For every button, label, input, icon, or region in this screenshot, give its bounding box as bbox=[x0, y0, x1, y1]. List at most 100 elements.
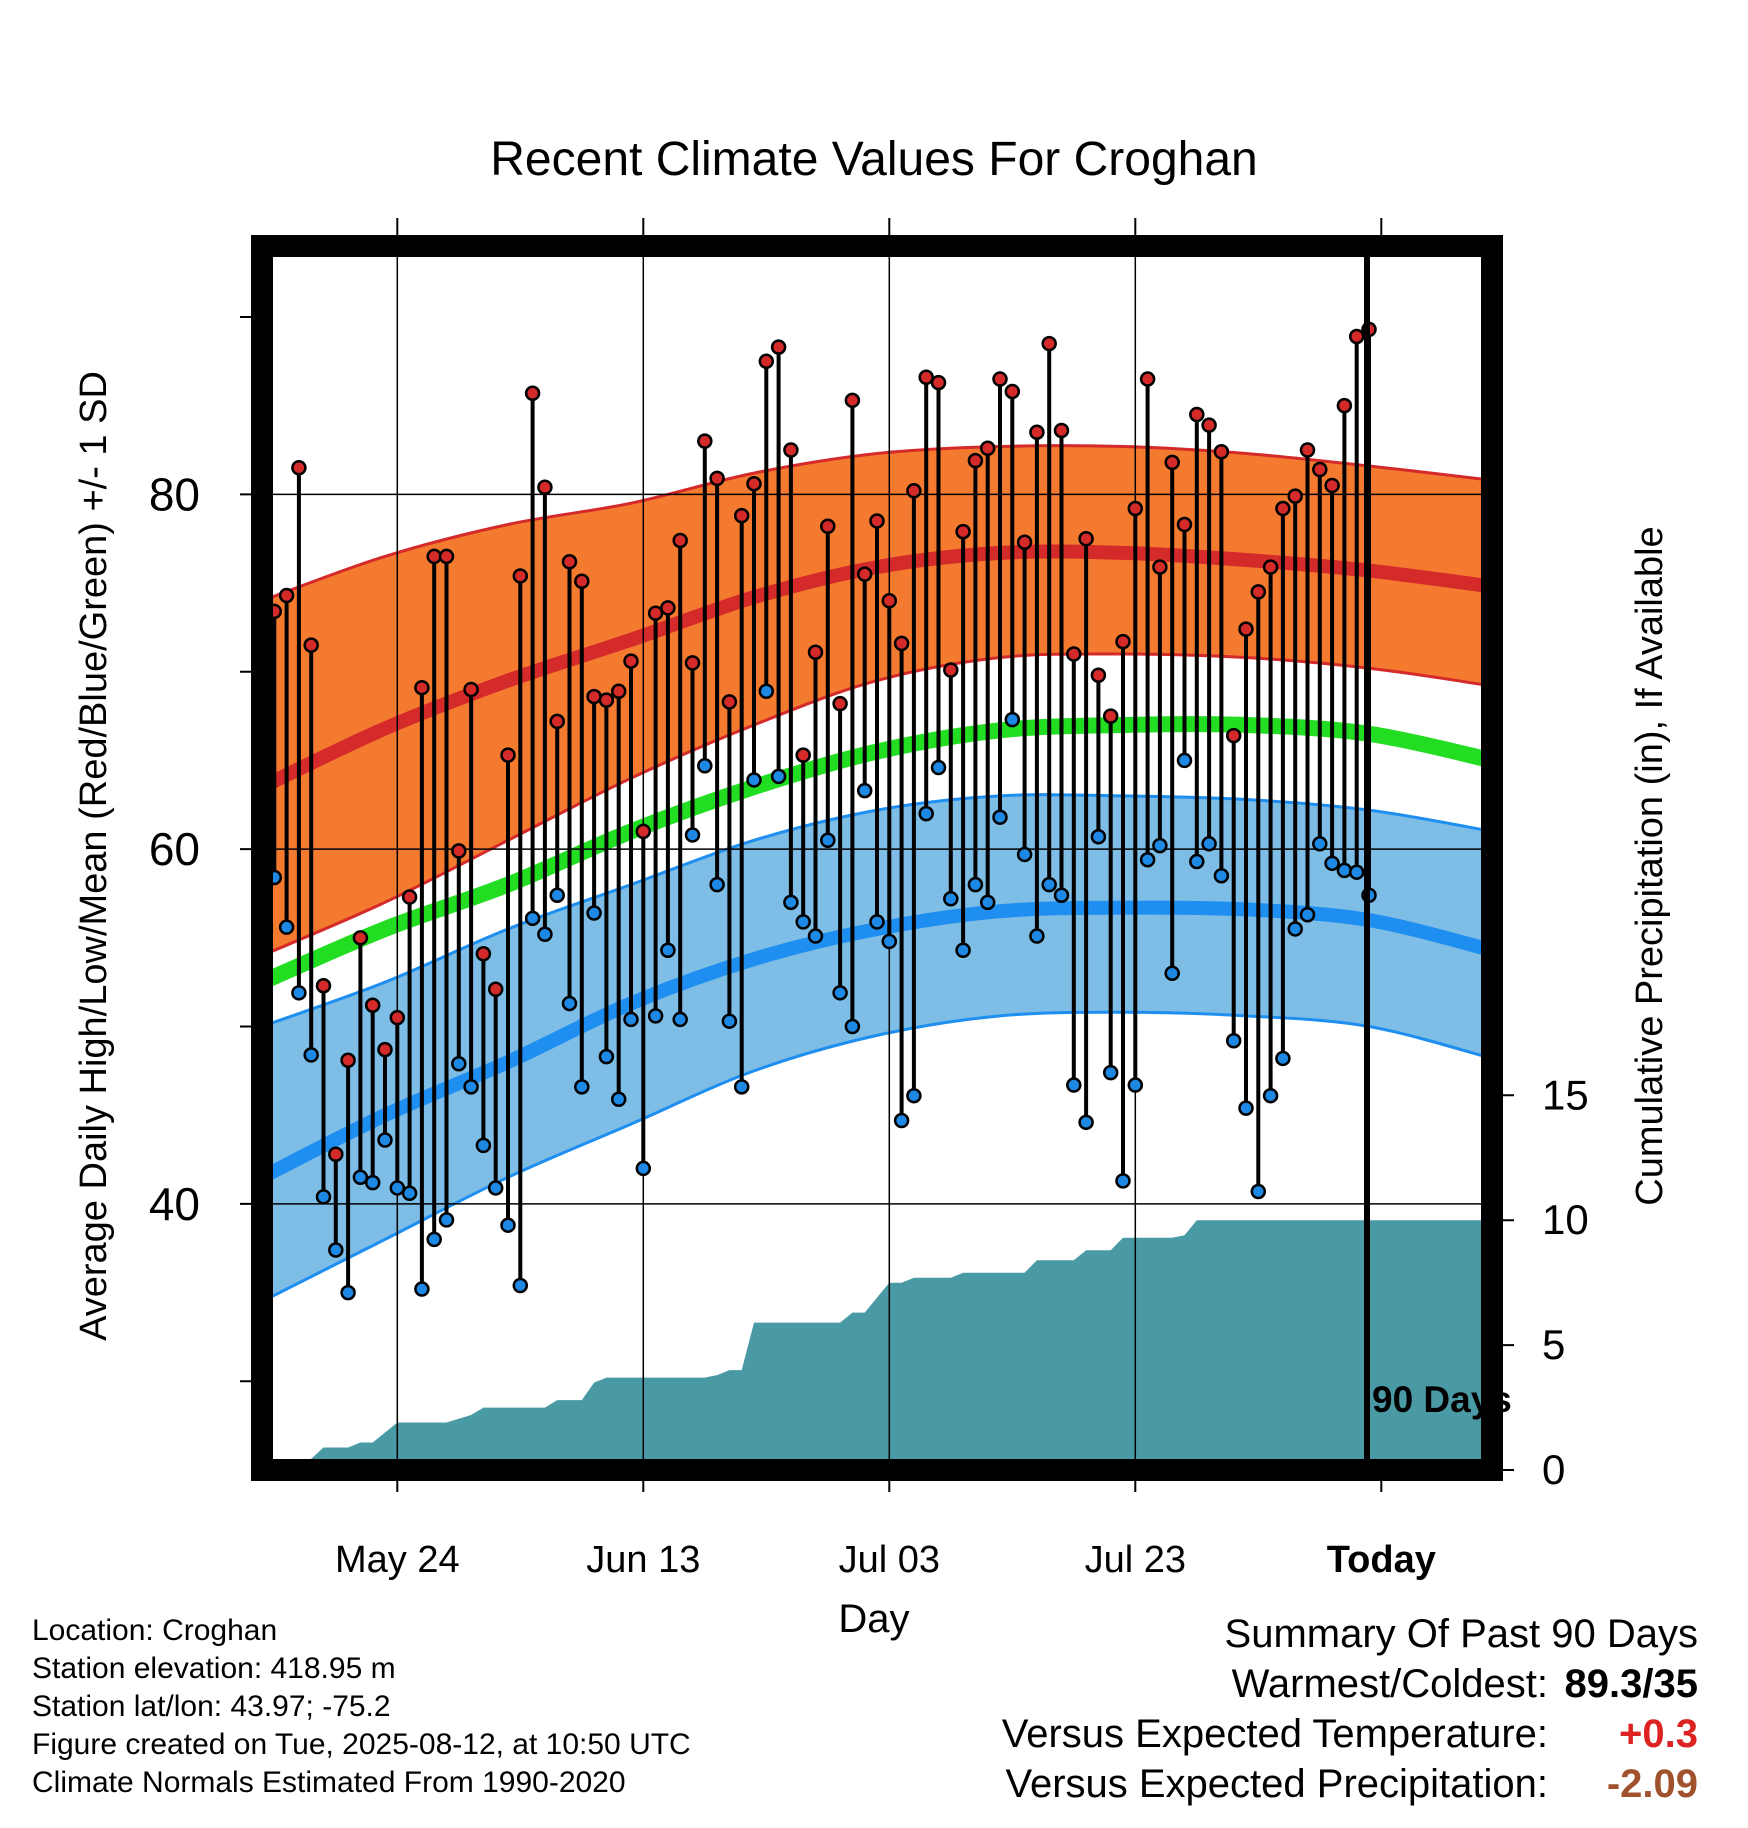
daily-low-dot bbox=[844, 1018, 861, 1035]
daily-high-dot bbox=[906, 483, 922, 499]
daily-high-dot bbox=[623, 653, 639, 669]
y-tick-label: 40 bbox=[149, 1178, 200, 1230]
daily-low-dot bbox=[1201, 836, 1217, 852]
daily-high-dot bbox=[1262, 559, 1279, 575]
daily-low-dot bbox=[574, 1079, 590, 1095]
daily-low-dot bbox=[893, 1112, 910, 1129]
daily-high-dot bbox=[1287, 488, 1303, 504]
warmest-coldest-label: Warmest/Coldest: bbox=[1231, 1662, 1548, 1706]
daily-low-dot bbox=[1250, 1183, 1267, 1200]
daily-low-dot bbox=[1225, 1032, 1242, 1049]
daily-low-dot bbox=[684, 827, 701, 843]
y-axis-ticks: 40 60 80 bbox=[149, 315, 262, 1383]
daily-low-dot bbox=[856, 782, 873, 799]
summary-title: Summary Of Past 90 Days bbox=[1224, 1612, 1698, 1656]
daily-low-dot bbox=[881, 933, 898, 950]
chart-title: Recent Climate Values For Croghan bbox=[490, 133, 1257, 186]
daily-high-dot bbox=[1053, 422, 1070, 439]
daily-high-dot bbox=[561, 554, 578, 570]
daily-high-dot bbox=[451, 843, 467, 859]
x-tick-label: Jul 03 bbox=[839, 1539, 940, 1581]
daily-high-dot bbox=[733, 507, 750, 524]
daily-low-dot bbox=[1016, 846, 1033, 863]
daily-low-dot bbox=[1324, 855, 1340, 872]
daily-low-dot bbox=[1066, 1077, 1082, 1093]
created-text: Figure created on Tue, 2025-08-12, at 10… bbox=[32, 1728, 691, 1761]
daily-low-dot bbox=[291, 985, 307, 1001]
daily-low-dot bbox=[512, 1277, 529, 1294]
daily-high-dot bbox=[549, 713, 565, 730]
daily-low-dot bbox=[1275, 1050, 1291, 1067]
daily-low-dot bbox=[807, 928, 824, 944]
daily-low-dot bbox=[979, 894, 996, 911]
daily-high-dot bbox=[1066, 646, 1082, 662]
daily-low-dot bbox=[1041, 876, 1057, 893]
daily-high-dot bbox=[918, 369, 934, 386]
daily-high-dot bbox=[303, 637, 319, 653]
daily-low-dot bbox=[955, 942, 971, 958]
daily-low-dot bbox=[1078, 1114, 1094, 1131]
daily-high-dot bbox=[660, 600, 676, 616]
daily-high-dot bbox=[574, 573, 590, 590]
daily-low-dot bbox=[487, 1180, 504, 1196]
daily-low-dot bbox=[795, 914, 811, 930]
daily-high-dot bbox=[758, 353, 775, 370]
daily-high-dot bbox=[1312, 461, 1328, 478]
daily-low-dot bbox=[746, 772, 762, 788]
daily-low-dot bbox=[278, 919, 295, 935]
daily-high-dot bbox=[721, 694, 738, 710]
daily-high-dot bbox=[955, 523, 971, 540]
daily-high-dot bbox=[1029, 424, 1045, 441]
daily-low-dot bbox=[943, 891, 959, 907]
daily-high-dot bbox=[893, 635, 910, 652]
temp-departure-label: Versus Expected Temperature: bbox=[1001, 1712, 1548, 1756]
daily-high-dot bbox=[1189, 406, 1205, 423]
daily-high-dot bbox=[1016, 534, 1033, 550]
daily-low-dot bbox=[414, 1281, 430, 1297]
daily-high-dot bbox=[1348, 328, 1365, 345]
daily-high-dot bbox=[856, 566, 873, 582]
latlon-text: Station lat/lon: 43.97; -75.2 bbox=[32, 1690, 391, 1723]
daily-high-dot bbox=[746, 475, 762, 492]
daily-low-dot bbox=[475, 1137, 492, 1154]
daily-low-dot bbox=[660, 942, 676, 958]
daily-low-dot bbox=[709, 876, 725, 893]
daily-low-dot bbox=[328, 1242, 344, 1258]
daily-low-dot bbox=[1189, 853, 1205, 870]
y-tick-label: 80 bbox=[149, 468, 200, 520]
daily-low-dot bbox=[598, 1048, 615, 1065]
daily-low-dot bbox=[1127, 1077, 1144, 1093]
daily-high-dot bbox=[537, 479, 553, 496]
daily-low-dot bbox=[1115, 1173, 1131, 1189]
daily-low-dot bbox=[1238, 1100, 1254, 1116]
daily-low-dot bbox=[303, 1047, 319, 1063]
daily-low-dot bbox=[1102, 1064, 1119, 1081]
daily-low-dot bbox=[1312, 836, 1328, 852]
precip-departure-value: -2.09 bbox=[1606, 1762, 1698, 1806]
daily-low-dot bbox=[1090, 828, 1107, 845]
daily-low-dot bbox=[967, 876, 984, 893]
daily-high-dot bbox=[881, 593, 898, 609]
daily-high-dot bbox=[684, 655, 701, 671]
daily-low-dot bbox=[832, 985, 848, 1001]
high-upper-edge bbox=[262, 444, 1492, 603]
daily-low-dot bbox=[401, 1185, 418, 1202]
daily-high-dot bbox=[820, 518, 836, 535]
daily-high-dot bbox=[770, 339, 787, 355]
daily-high-dot bbox=[1250, 584, 1267, 600]
daily-high-dot bbox=[328, 1146, 344, 1162]
precipitation-area bbox=[262, 1220, 1492, 1470]
daily-high-dot bbox=[1102, 708, 1119, 724]
daily-low-dot bbox=[1152, 837, 1168, 854]
y2-axis-label: Cumulative Precipitation (in), If Availa… bbox=[1629, 526, 1671, 1205]
daily-high-dot bbox=[377, 1041, 393, 1058]
daily-high-dot bbox=[1164, 454, 1180, 471]
daily-high-dot bbox=[1225, 727, 1242, 744]
temp-departure-row: Versus Expected Temperature: +0.3 bbox=[848, 1712, 1748, 1762]
daily-low-dot bbox=[610, 1091, 627, 1108]
daily-high-dot bbox=[807, 644, 824, 660]
daily-low-dot bbox=[672, 1011, 688, 1028]
daily-low-dot bbox=[1213, 867, 1230, 884]
warmest-coldest-row: Warmest/Coldest: 89.3/35 bbox=[848, 1662, 1748, 1712]
daily-low-dot bbox=[1348, 864, 1365, 880]
